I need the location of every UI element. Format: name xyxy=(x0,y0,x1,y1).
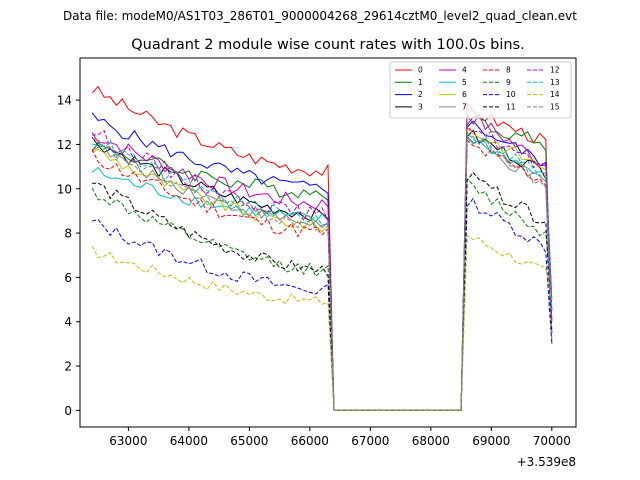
y-tick-label: 2 xyxy=(64,360,72,374)
series-line-12 xyxy=(92,125,553,411)
axes-frame xyxy=(79,57,577,428)
x-axis-offset-label: +3.539e8 xyxy=(517,455,576,469)
series-line-1 xyxy=(91,115,553,411)
legend-label-0: 0 xyxy=(418,66,423,75)
legend-label-8: 8 xyxy=(506,66,511,75)
chart-title: Quadrant 2 module wise count rates with … xyxy=(131,37,525,53)
x-tick-label: 67000 xyxy=(351,434,389,448)
legend-label-14: 14 xyxy=(550,90,560,99)
series-line-14 xyxy=(91,235,553,411)
y-tick-label: 10 xyxy=(57,182,72,196)
y-tick-label: 4 xyxy=(64,315,72,329)
y-tick-label: 6 xyxy=(64,271,72,285)
figure-suptitle: Data file: modeM0/AS1T03_286T01_90000042… xyxy=(63,9,577,23)
x-tick-label: 70000 xyxy=(533,434,571,448)
legend-label-12: 12 xyxy=(550,66,560,75)
series-line-0 xyxy=(91,85,553,411)
series-line-9 xyxy=(91,177,553,411)
series-layer xyxy=(91,85,553,411)
series-line-4 xyxy=(91,113,553,411)
series-line-11 xyxy=(92,171,553,411)
legend-label-4: 4 xyxy=(462,66,467,75)
legend-label-13: 13 xyxy=(550,78,560,87)
x-tick-label: 65000 xyxy=(230,434,268,448)
series-line-2 xyxy=(91,112,553,411)
legend-label-6: 6 xyxy=(462,90,467,99)
y-tick-label: 12 xyxy=(57,138,72,152)
y-axis: 0 2 4 6 8 10 12 14 xyxy=(57,94,80,418)
legend-label-5: 5 xyxy=(462,78,467,87)
y-tick-label: 8 xyxy=(64,227,72,241)
y-tick-label: 14 xyxy=(57,94,72,108)
x-tick-label: 64000 xyxy=(170,434,208,448)
legend-label-7: 7 xyxy=(462,102,467,111)
series-line-7 xyxy=(91,136,553,411)
x-tick-label: 68000 xyxy=(412,434,450,448)
legend-label-10: 10 xyxy=(506,90,516,99)
legend-label-15: 15 xyxy=(550,102,560,111)
series-line-15 xyxy=(91,131,553,411)
legend-label-11: 11 xyxy=(506,102,516,111)
series-line-10 xyxy=(91,197,553,411)
x-tick-label: 69000 xyxy=(472,434,510,448)
legend-box xyxy=(389,61,572,119)
y-tick-label: 0 xyxy=(64,404,72,418)
x-tick-label: 63000 xyxy=(109,434,147,448)
x-axis: 63000 64000 65000 66000 67000 68000 69000 70000 xyxy=(109,427,571,448)
series-line-3 xyxy=(91,129,553,411)
legend-label-3: 3 xyxy=(418,102,423,111)
legend-label-9: 9 xyxy=(506,78,511,87)
legend-label-1: 1 xyxy=(418,78,423,87)
x-tick-label: 66000 xyxy=(291,434,329,448)
legend-label-2: 2 xyxy=(418,90,423,99)
